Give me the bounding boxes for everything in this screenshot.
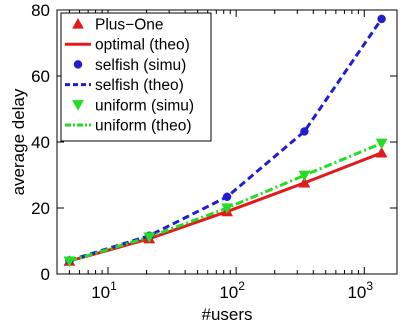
x-tick-label: 102	[219, 279, 245, 302]
y-tick-label: 20	[31, 199, 50, 218]
data-point-circle	[377, 14, 386, 24]
y-axis-label: average delay	[9, 88, 28, 195]
data-point-triangle-down	[375, 138, 388, 150]
data-point-triangle-up	[298, 176, 311, 188]
y-tick-label: 80	[31, 1, 50, 20]
data-point-circle	[300, 127, 309, 136]
legend-marker-circle	[73, 60, 83, 69]
legend-box	[60, 12, 212, 142]
data-point-triangle-up	[375, 146, 388, 158]
legend-entry-label: uniform (simu)	[95, 97, 194, 114]
data-point-triangle-down	[298, 170, 311, 182]
legend-marker-triangle-up	[72, 17, 84, 29]
data-point-triangle-down	[143, 232, 156, 244]
legend-entry-label: selfish (simu)	[95, 57, 186, 74]
legend-entry-label: optimal (theo)	[95, 37, 190, 54]
legend-entry-label: selfish (theo)	[95, 77, 184, 94]
x-axis-label: #users	[201, 305, 252, 324]
x-tick-label: 103	[347, 279, 373, 302]
data-point-triangle-down	[221, 203, 234, 215]
y-tick-label: 0	[41, 265, 50, 284]
x-tick-label: 101	[91, 279, 117, 302]
data-point-triangle-down	[63, 256, 76, 268]
legend-entry-label: Plus−One	[95, 17, 164, 34]
y-tick-label: 40	[31, 133, 50, 152]
y-tick-label: 60	[31, 67, 50, 86]
legend-entry-label: uniform (theo)	[95, 118, 191, 135]
legend-marker-triangle-down	[72, 100, 84, 111]
data-point-circle	[222, 192, 232, 202]
